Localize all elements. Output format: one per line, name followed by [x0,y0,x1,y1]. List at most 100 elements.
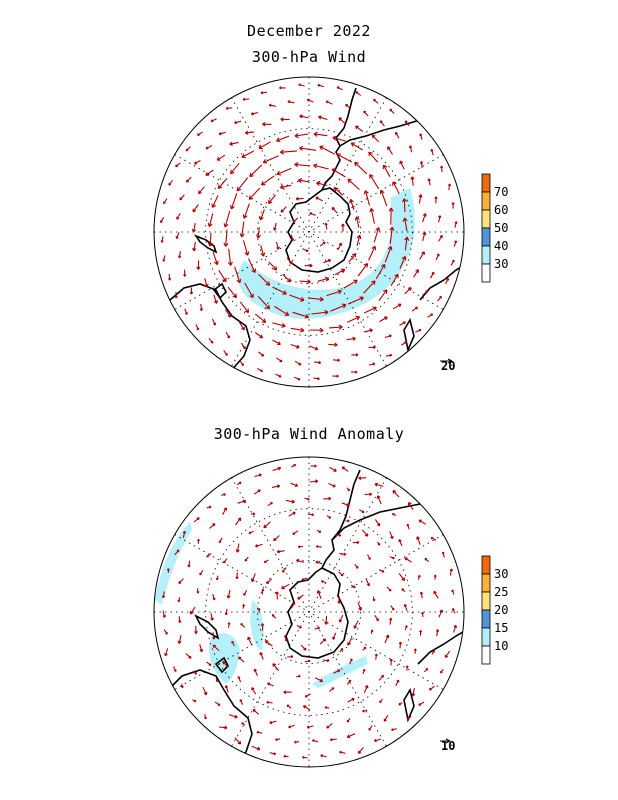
wind-arrow [428,685,436,691]
wind-arrow [255,543,263,548]
wind-arrow [349,658,353,665]
wind-arrow [441,551,445,558]
wind-arrow [215,677,219,683]
colorbar-tick-label: 70 [494,185,508,199]
wind-arrow [218,537,223,544]
wind-arrow [223,350,228,356]
wind-arrow [275,738,281,742]
wind-arrow [413,648,417,654]
wind-arrow [374,482,384,487]
wind-arrow [199,644,204,653]
wind-arrow [355,91,362,96]
wind-arrow [212,632,216,640]
wind-arrow [332,135,346,142]
wind-arrow [178,578,184,585]
wind-arrow [193,517,200,523]
wind-arrow [251,573,256,583]
wind-arrow [189,606,196,615]
wind-arrow [338,571,344,577]
wind-arrow [333,669,341,674]
wind-arrow [221,493,226,496]
wind-arrow [368,725,373,731]
wind-arrow [212,644,220,651]
month-title: December 2022 [247,22,371,40]
wind-arrow [244,556,249,562]
wind-arrow [216,154,226,161]
wind-arrow [251,687,257,695]
colorbar: 70 60 50 40 30 [481,173,508,283]
wind-arrow [254,332,264,339]
wind-arrow [300,644,307,651]
wind-arrow [272,322,286,328]
colorbar-tick-label: 40 [494,239,508,253]
wind-arrow [210,613,214,621]
wind-arrow [363,110,369,117]
madagascar [403,317,415,353]
wind-arrow [316,181,328,187]
wind-arrow [279,149,298,155]
wind-arrow [326,515,332,519]
anomaly-shading-west [155,522,192,605]
wind-arrow [313,163,329,170]
wind-arrow [299,279,311,285]
wind-arrow [288,724,295,729]
wind-arrow [392,303,402,310]
wind-arrow [239,301,250,314]
wind-arrow [194,160,201,165]
wind-arrow [398,539,403,547]
wind-arrow [395,679,400,687]
wind-arrow [350,142,363,151]
colorbar-tick-label: 30 [494,567,508,581]
wind-arrow [290,327,305,333]
wind-arrow [326,723,333,729]
wind-arrow [223,558,228,564]
wind-arrow [451,202,455,209]
colorbar-tick-label: 20 [494,603,508,617]
wind-arrow [345,519,350,523]
wind-arrow [260,245,266,257]
wind-arrow [451,589,455,595]
wind-arrow [269,720,277,725]
wind-arrow [292,530,299,535]
wind-arrow [288,511,296,517]
wind-arrow [254,313,267,323]
wind-arrow [280,206,287,213]
wind-arrow [304,263,313,268]
wind-arrow [336,86,343,91]
wind-arrow [241,342,246,350]
wind-arrow [309,327,324,333]
wind-arrow [347,178,360,191]
wind-arrow [290,602,296,609]
wind-arrow [309,212,316,216]
wind-arrow [374,615,379,622]
wind-arrow [309,345,319,351]
reference-vector-label: 20 [441,359,455,373]
wind-arrow [338,614,344,623]
colorbar-segment [481,245,491,265]
wind-arrow [259,209,265,221]
wind-arrow [235,543,240,553]
wind-arrow [180,683,184,689]
wind-arrow [354,564,359,569]
wind-arrow [297,178,310,184]
wind-arrow [275,241,280,250]
wind-arrow [405,665,409,671]
wind-arrow [365,578,371,587]
wind-arrow [382,164,391,178]
wind-arrow [206,505,212,509]
wind-arrow [286,257,293,265]
wind-arrow [399,160,405,170]
wind-arrow [317,83,324,88]
wind-arrow [185,146,191,152]
antarctica-outline [285,187,353,273]
wind-arrow [289,294,305,302]
wind-arrow [332,374,339,378]
wind-arrow [379,189,388,207]
wind-arrow [332,358,341,362]
wind-arrow [174,291,178,299]
wind-arrow [356,234,362,247]
reference-vector: 20 [440,358,455,373]
meridian-line [174,534,444,690]
wind-arrow [162,255,166,262]
wind-arrow [313,131,328,137]
